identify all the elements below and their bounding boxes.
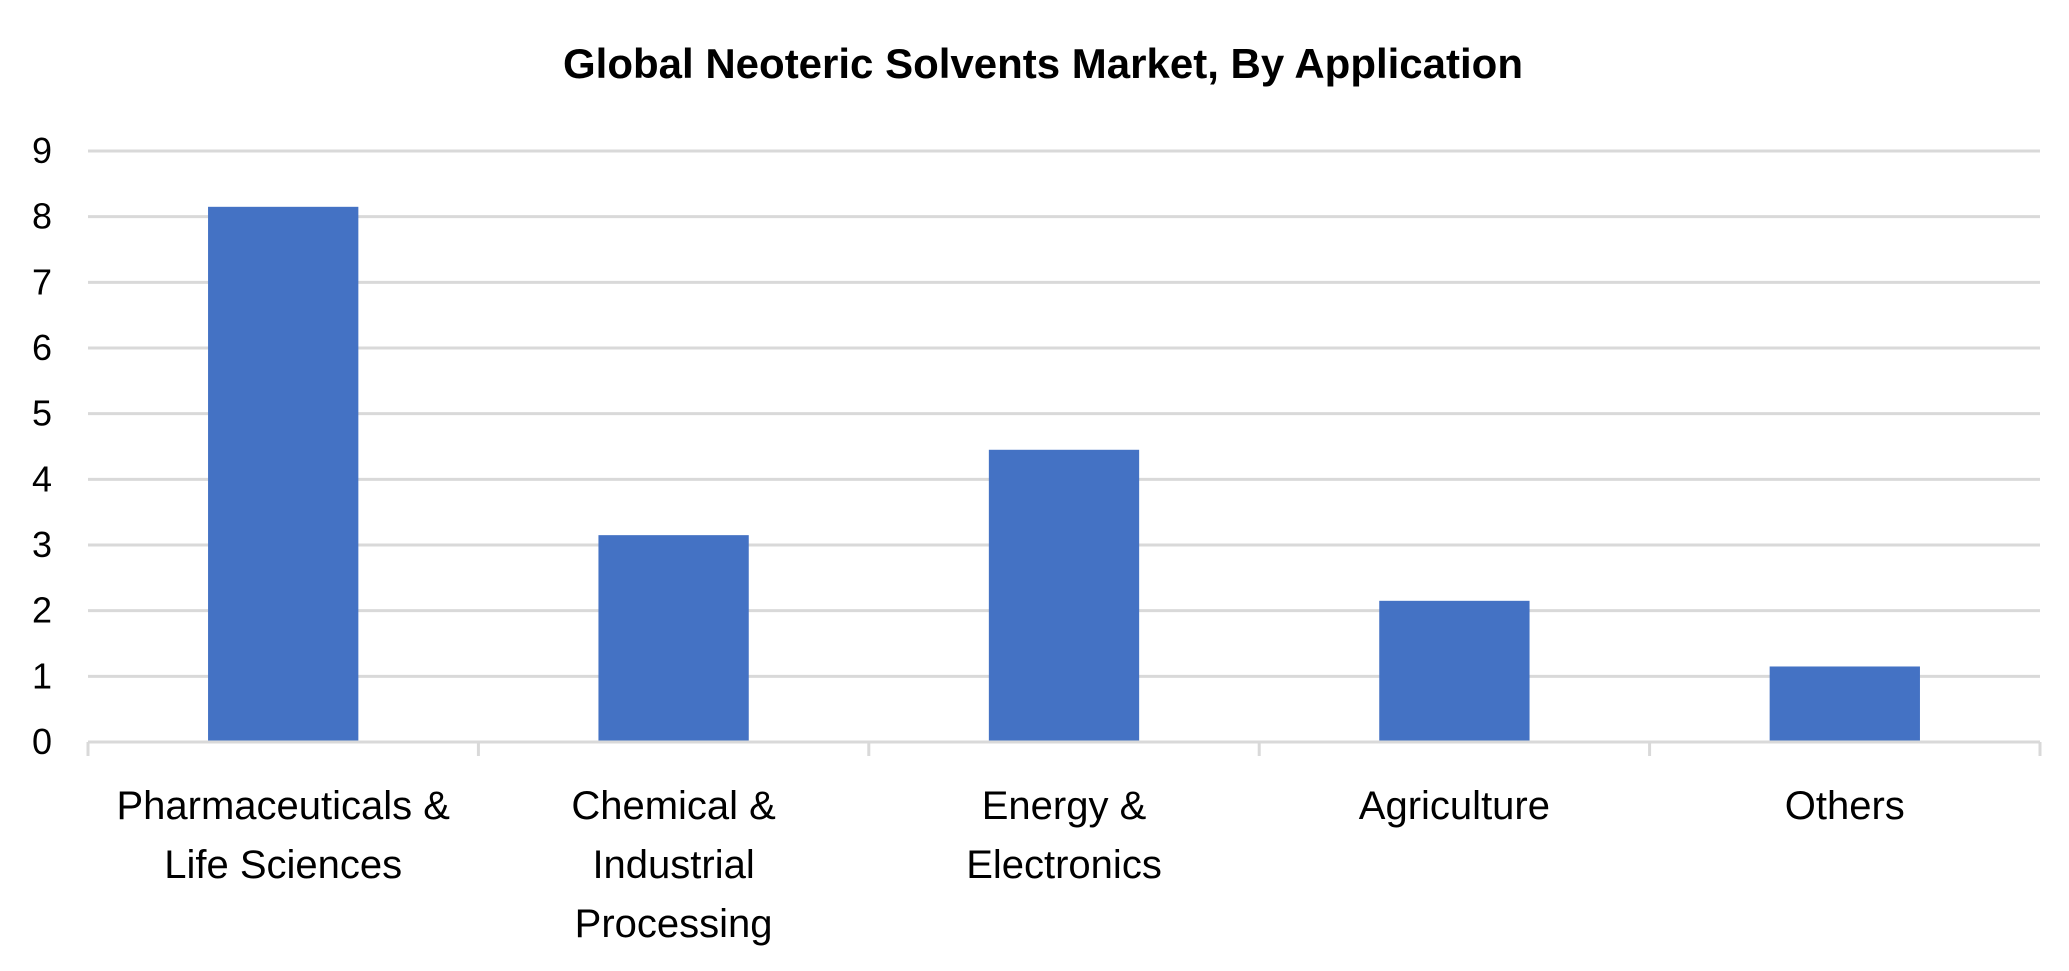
y-tick-label: 3 (32, 524, 52, 565)
y-tick-label: 1 (32, 655, 52, 696)
y-tick-label: 2 (32, 590, 52, 631)
x-axis (86, 740, 2042, 756)
y-tick-label: 9 (32, 130, 52, 171)
y-tick-label: 5 (32, 393, 52, 434)
x-tick-label: Life Sciences (164, 843, 402, 887)
y-tick-label: 7 (32, 261, 52, 302)
x-tick-label: Energy & (982, 784, 1147, 828)
x-axis-labels: Pharmaceuticals & Life Sciences Chemical &… (116, 784, 1904, 946)
bar (208, 206, 359, 743)
chart-title: Global Neoteric Solvents Market, By Appl… (563, 40, 1523, 87)
gridlines (88, 149, 2040, 678)
x-tick-label: Agriculture (1359, 784, 1550, 828)
y-axis-ticks: 0 1 2 3 4 5 6 7 8 9 (32, 130, 52, 762)
y-tick-label: 4 (32, 458, 52, 499)
bar (1769, 666, 1920, 742)
y-tick-label: 8 (32, 196, 52, 237)
bar (1379, 600, 1530, 742)
bar (598, 535, 749, 742)
bar (988, 449, 1140, 742)
x-tick-label: Others (1785, 784, 1905, 828)
x-tick-label: Pharmaceuticals & (116, 784, 450, 828)
x-tick-label: Processing (575, 902, 773, 946)
x-tick-label: Chemical & (571, 784, 776, 828)
x-tick-label: Electronics (966, 843, 1162, 887)
bars (208, 206, 1920, 743)
y-tick-label: 6 (32, 327, 52, 368)
x-tick-label: Industrial (592, 843, 754, 887)
y-tick-label: 0 (32, 721, 52, 762)
